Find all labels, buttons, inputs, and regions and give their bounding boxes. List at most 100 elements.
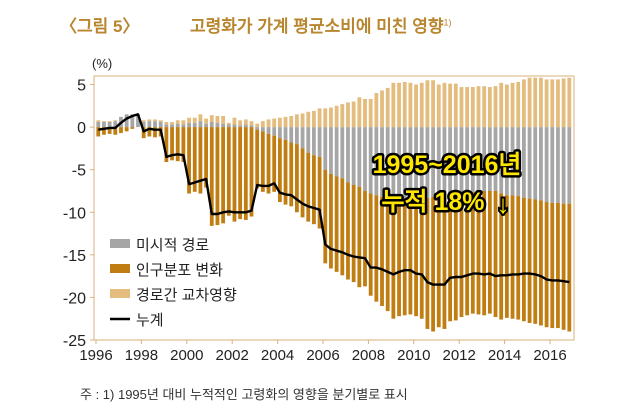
bar-segment [266, 133, 271, 194]
bar-segment [550, 202, 555, 329]
bar-segment [158, 120, 163, 122]
bar-segment [499, 82, 504, 128]
bar-segment [368, 127, 373, 194]
bar-segment [340, 178, 345, 276]
bar-segment [294, 114, 299, 128]
bar-segment [363, 98, 367, 128]
bar-segment [363, 127, 367, 191]
bar-segment [170, 127, 174, 161]
bar-segment [204, 127, 208, 188]
bar-segment [215, 116, 220, 123]
bar-segment [243, 119, 248, 125]
bar-segment [402, 81, 407, 128]
bar-segment [283, 127, 288, 140]
legend-label: 미시적 경로 [136, 237, 209, 254]
bar-segment [425, 197, 430, 329]
bar-segment [556, 79, 560, 128]
x-tick-label: 2006 [306, 347, 339, 364]
bar-segment [102, 121, 106, 122]
legend-label: 누계 [136, 312, 164, 329]
bar-segment [561, 203, 566, 330]
bar-segment [527, 198, 532, 323]
bar-segment [113, 121, 118, 128]
bar-segment [238, 127, 243, 220]
bar-segment [232, 117, 237, 125]
bar-segment [561, 78, 566, 128]
bar-segment [294, 127, 299, 145]
bar-segment [136, 114, 140, 128]
bar-segment [414, 199, 418, 317]
bar-segment [221, 123, 226, 128]
bar-segment [209, 115, 214, 122]
bar-segment [516, 196, 521, 320]
bar-segment [181, 124, 186, 128]
bar-segment [113, 127, 118, 135]
bar-segment [147, 127, 152, 137]
bar-segment [510, 195, 515, 319]
bar-segment [209, 121, 214, 128]
bar-segment [130, 127, 135, 129]
bar-segment [419, 198, 424, 319]
bar-segment [374, 93, 379, 128]
bar-segment [550, 79, 555, 128]
bar-segment [357, 127, 362, 187]
title-note: 1) [443, 17, 452, 28]
bar-segment [187, 127, 191, 194]
bar-segment [499, 127, 504, 194]
bar-segment [175, 123, 180, 128]
bar-segment [385, 127, 390, 200]
bar-segment [504, 195, 509, 318]
x-tick-label: 2004 [261, 347, 294, 364]
bar-segment [340, 127, 345, 179]
bars [96, 77, 572, 332]
bar-segment [249, 125, 254, 128]
x-tick-label: 2016 [533, 347, 566, 364]
bar-segment [465, 87, 470, 128]
bar-segment [175, 127, 180, 162]
bar-segment [499, 193, 504, 320]
bar-segment [465, 191, 470, 316]
legend-label: 인구분포 변화 [136, 262, 223, 279]
bar-segment [408, 199, 413, 315]
y-tick-label: -25 [63, 333, 86, 350]
y-tick-label: -15 [63, 248, 86, 265]
bar-segment [533, 199, 538, 324]
bar-segment [329, 107, 333, 128]
bar-segment [374, 195, 379, 302]
bar-segment [567, 127, 572, 204]
bar-segment [317, 108, 322, 128]
bar-segment [351, 101, 356, 128]
bar-segment [448, 127, 453, 195]
bar-segment [539, 200, 543, 326]
bar-segment [374, 127, 379, 196]
bar-segment [544, 79, 549, 128]
bar-segment [391, 127, 396, 203]
bar-segment [124, 127, 129, 132]
bar-segment [260, 127, 265, 132]
bar-segment [243, 127, 248, 220]
bar-segment [266, 119, 271, 128]
bar-segment [436, 127, 441, 196]
bar-segment [249, 127, 254, 217]
bar-segment [556, 202, 560, 329]
bar-segment [158, 121, 163, 128]
bar-segment [470, 87, 475, 128]
down-arrow-icon: ↓ [497, 189, 510, 219]
bar-segment [453, 193, 458, 321]
bar-segment [346, 102, 350, 128]
bar-segment [141, 127, 146, 139]
bar-segment [323, 169, 328, 264]
bar-segment [340, 104, 345, 128]
bar-segment [334, 176, 339, 272]
bar-segment [312, 110, 316, 128]
bar-segment [312, 127, 316, 156]
bar-segment [493, 86, 498, 128]
bar-segment [187, 122, 191, 128]
bar-segment [277, 117, 282, 128]
bar-segment [476, 190, 481, 315]
bar-segment [539, 127, 543, 201]
bar-segment [436, 84, 441, 128]
bar-segment [476, 127, 481, 191]
bar-segment [493, 190, 498, 318]
